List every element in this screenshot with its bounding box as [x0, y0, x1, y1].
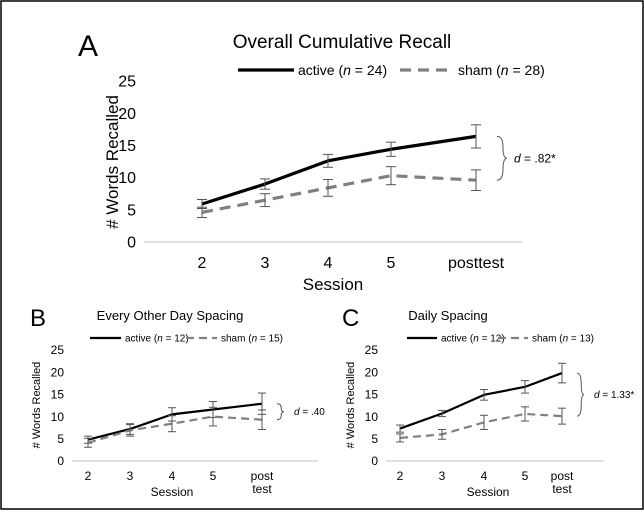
y-tick-label: 0: [57, 454, 64, 468]
x-tick-label: posttest: [448, 255, 505, 272]
series-line-active: [202, 136, 476, 204]
y-tick-label: 25: [51, 343, 65, 357]
x-tick-label: 3: [439, 469, 446, 483]
x-tick-label: 5: [522, 469, 529, 483]
x-tick-label: test: [252, 482, 272, 496]
legend-label-active: active (n = 12): [441, 334, 505, 345]
panel-letter: C: [342, 305, 359, 332]
y-tick-label: 0: [371, 454, 378, 468]
y-tick-label: 5: [57, 432, 64, 446]
series-line-sham: [400, 414, 562, 438]
panel-b: B Every Other Day Spacing active (n = 12) s…: [30, 305, 325, 499]
y-axis-title: # Words Recalled: [345, 362, 357, 449]
y-tick-label: 0: [127, 235, 136, 252]
panel-letter: A: [78, 30, 98, 63]
x-axis-title: Session: [467, 485, 510, 499]
panel-letter: B: [30, 305, 46, 332]
y-tick-label: 10: [51, 410, 65, 424]
series-line-active: [400, 373, 562, 429]
y-tick-label: 5: [127, 202, 136, 219]
y-axis-title: # Words Recalled: [103, 95, 122, 229]
effect-brace: [277, 404, 284, 420]
x-tick-label: post: [251, 469, 274, 483]
chart-title: Overall Cumulative Recall: [233, 32, 452, 53]
x-tick-label: 3: [261, 255, 270, 272]
x-tick-label: 2: [397, 469, 404, 483]
effect-brace: [497, 136, 507, 180]
x-tick-label: 5: [387, 255, 396, 272]
x-tick-label: 4: [169, 469, 176, 483]
x-tick-label: 2: [85, 469, 92, 483]
x-tick-label: post: [551, 469, 574, 483]
effect-size-label: d = .40: [294, 407, 325, 418]
x-tick-label: 4: [324, 255, 333, 272]
legend-label-sham: sham (n = 13): [532, 334, 594, 345]
effect-size-label: d = 1.33*: [594, 390, 634, 401]
x-axis-title: Session: [303, 275, 363, 294]
x-axis-title: Session: [151, 485, 194, 499]
x-tick-label: 4: [481, 469, 488, 483]
effect-size-label: d = .82*: [514, 151, 556, 165]
chart-title: Every Other Day Spacing: [97, 308, 244, 323]
series-line-sham: [88, 417, 262, 443]
y-tick-label: 20: [51, 365, 65, 379]
series-line-sham: [202, 176, 476, 213]
y-tick-label: 15: [51, 388, 65, 402]
y-tick-label: 25: [118, 74, 136, 91]
x-tick-label: 2: [198, 255, 207, 272]
chart-title: Daily Spacing: [408, 308, 488, 323]
y-axis-title: # Words Recalled: [31, 362, 43, 449]
y-tick-label: 5: [371, 432, 378, 446]
y-tick-label: 10: [365, 410, 379, 424]
y-tick-label: 20: [365, 365, 379, 379]
x-tick-label: 5: [210, 469, 217, 483]
legend-label-sham: sham (n = 15): [221, 334, 283, 345]
y-tick-label: 25: [365, 343, 379, 357]
legend-label-active: active (n = 24): [298, 62, 387, 78]
effect-brace: [577, 373, 584, 416]
legend-label-active: active (n = 12): [125, 334, 189, 345]
x-tick-label: 3: [127, 469, 134, 483]
panel-c: C Daily Spacing active (n = 12) sham (n = 1…: [342, 305, 634, 499]
y-tick-label: 15: [365, 388, 379, 402]
panel-a: A Overall Cumulative Recall active (n = 24…: [78, 30, 556, 294]
x-tick-label: test: [552, 482, 572, 496]
legend-label-sham: sham (n = 28): [458, 62, 545, 78]
